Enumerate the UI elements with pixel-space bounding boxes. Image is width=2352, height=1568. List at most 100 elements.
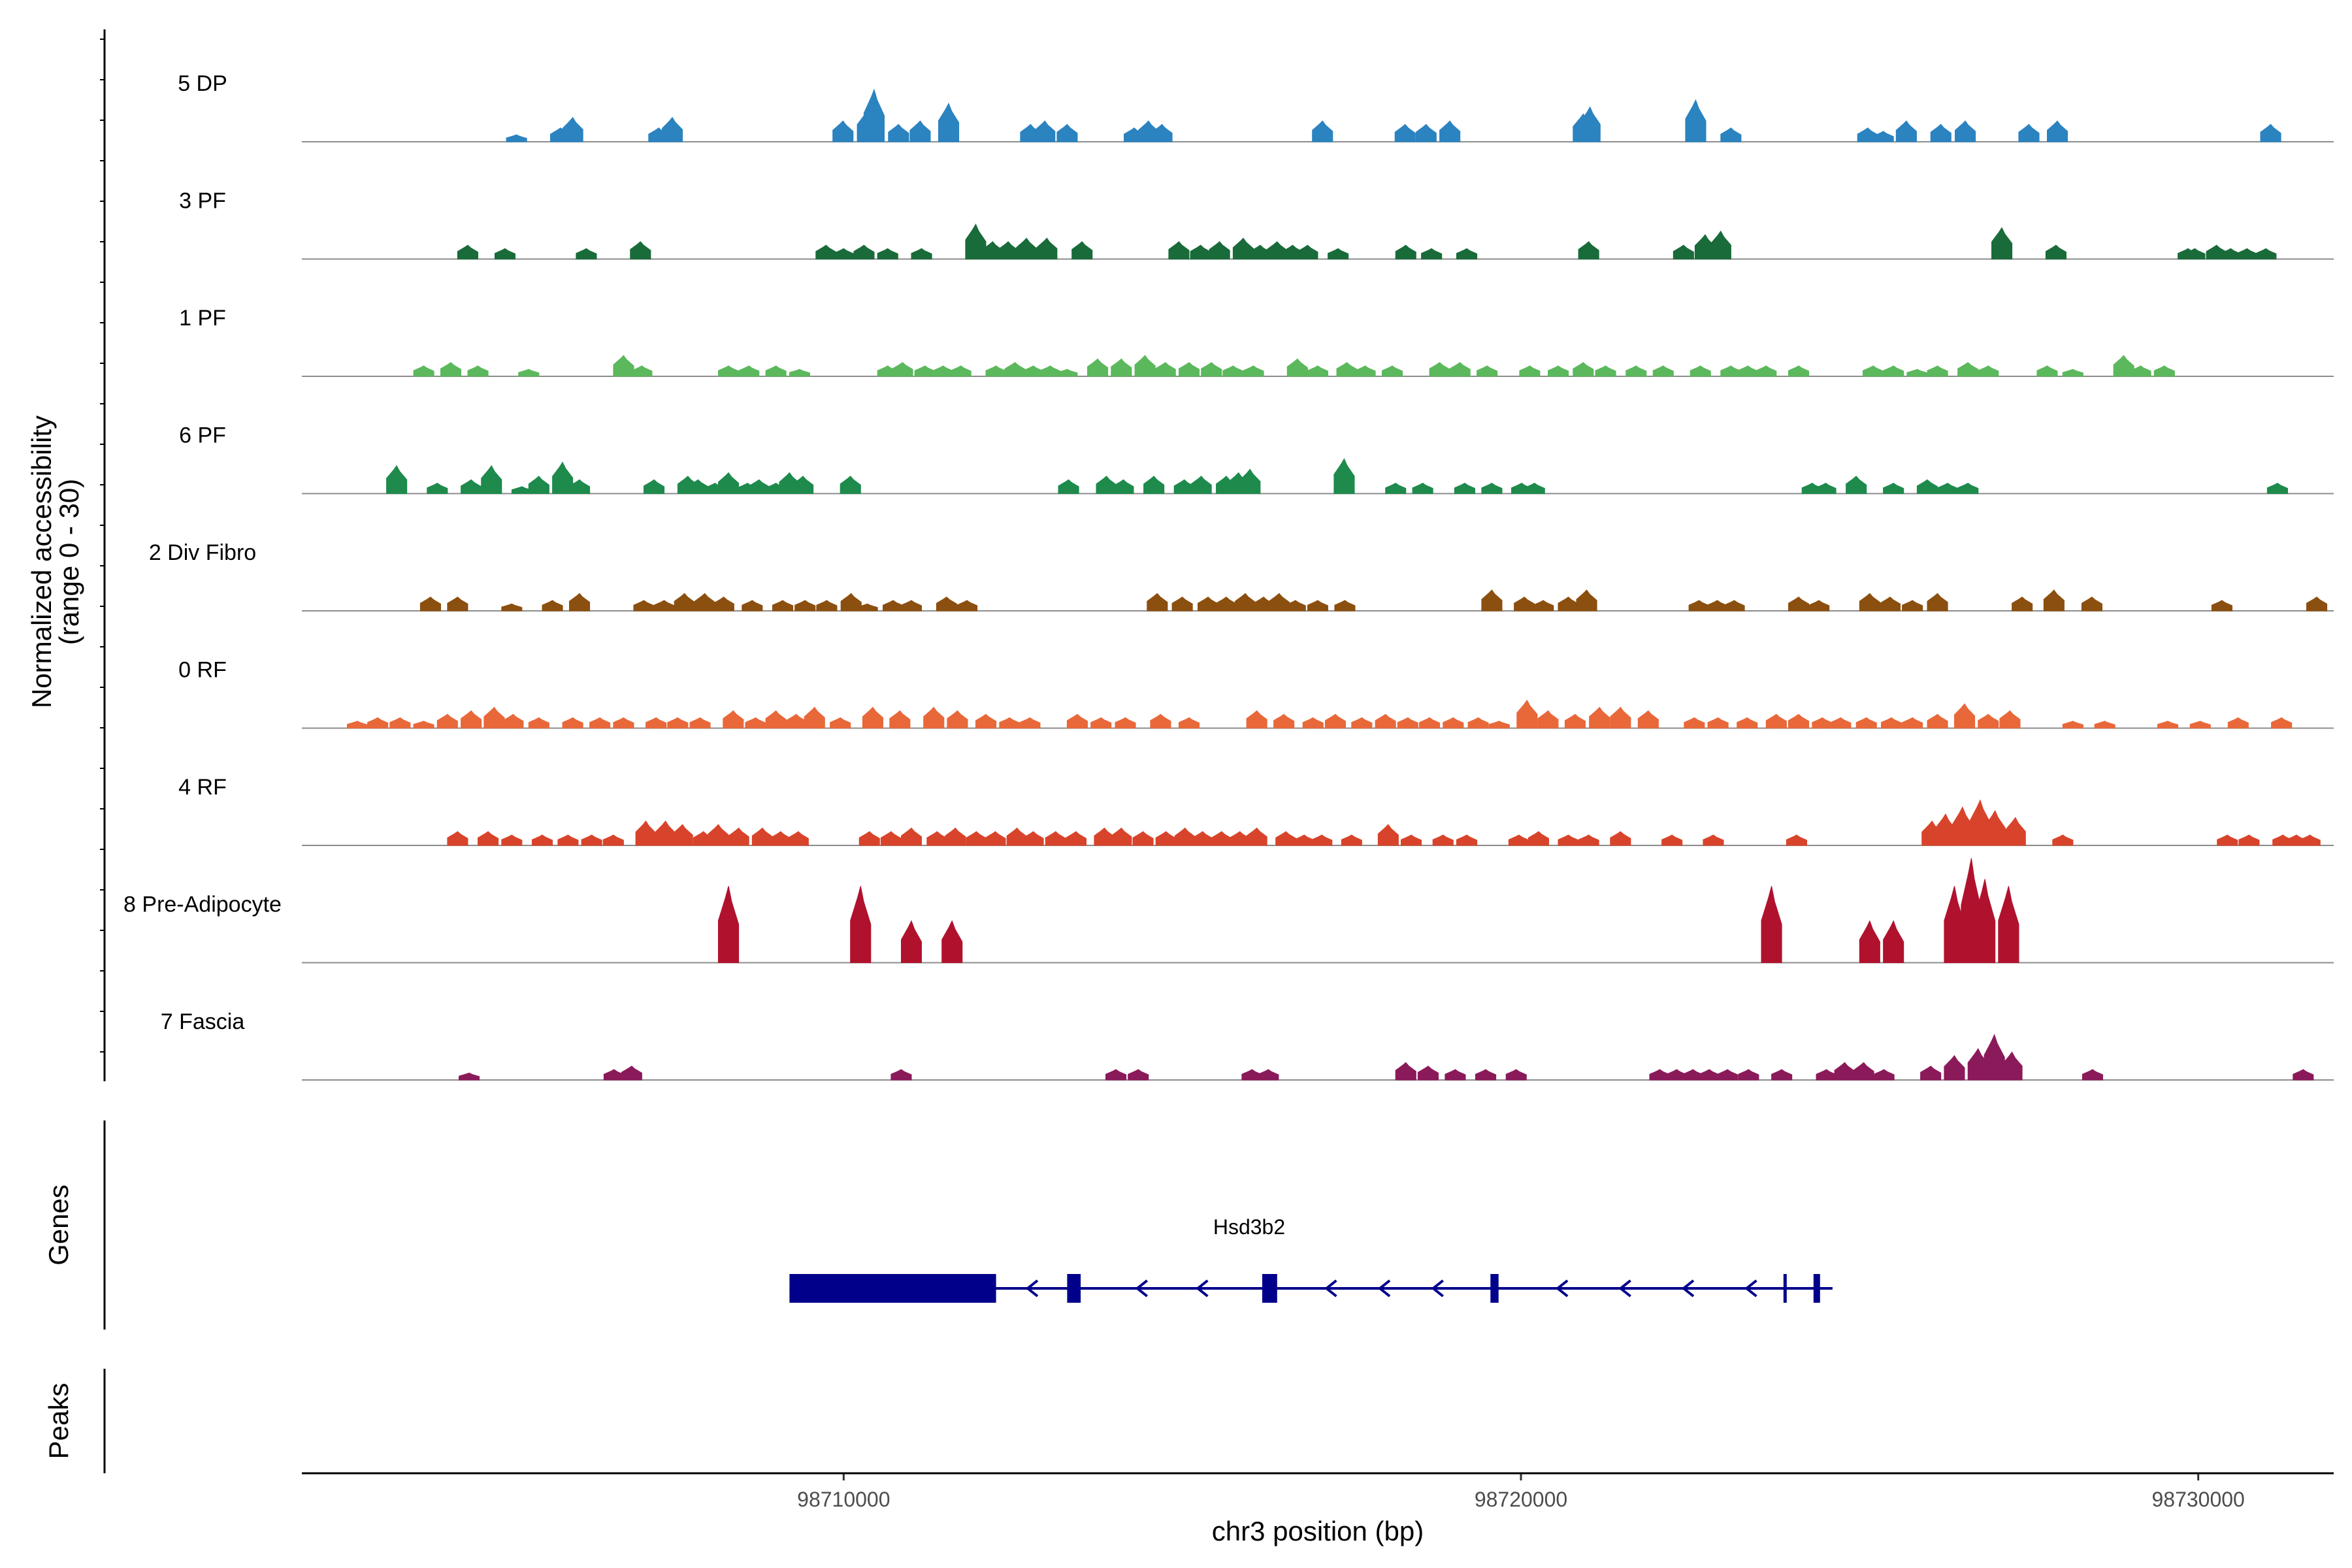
peak-7-fascia-0 (459, 1072, 480, 1081)
peak-6-pf-29 (1385, 482, 1407, 494)
peak-3-pf-15 (1168, 241, 1190, 259)
peak-6-pf-5 (528, 476, 549, 494)
peak-0-rf-12 (645, 717, 667, 728)
peak-0-rf-19 (804, 706, 825, 728)
peak-7-fascia-22 (1853, 1062, 1874, 1081)
peak-2-div-fibro-29 (1334, 600, 1356, 612)
peak-2-div-fibro-34 (1576, 589, 1597, 612)
peak-7-fascia-17 (1717, 1069, 1739, 1081)
peak-3-pf-24 (1395, 244, 1416, 259)
peak-1-pf-42 (1690, 365, 1711, 377)
track-label-5-dp: 5 DP (178, 71, 227, 96)
peak-2-div-fibro-39 (1808, 600, 1830, 612)
peaks-panel-label: Peaks (43, 1383, 74, 1460)
peak-0-rf-44 (1516, 699, 1538, 728)
peak-5-dp-20 (1439, 120, 1461, 142)
peak-5-dp-2 (562, 116, 583, 142)
x-tick-label: 98710000 (797, 1488, 890, 1511)
peak-5-dp-10 (938, 103, 960, 142)
x-tick-label: 98730000 (2151, 1488, 2244, 1511)
peak-1-pf-14 (950, 365, 972, 377)
peak-3-pf-27 (1578, 241, 1599, 259)
peak-4-rf-56 (1984, 809, 2006, 846)
peak-3-pf-34 (2184, 248, 2206, 259)
peak-0-rf-51 (1707, 717, 1729, 728)
peak-1-pf-26 (1222, 365, 1244, 377)
peak-0-rf-24 (947, 710, 968, 728)
peak-8-pre-adipocyte-5 (1859, 920, 1880, 963)
peak-4-rf-39 (1341, 834, 1362, 846)
peak-3-pf-4 (815, 244, 837, 259)
peak-1-pf-36 (1519, 365, 1541, 377)
peak-0-rf-36 (1324, 713, 1346, 728)
peak-1-pf-6 (718, 365, 740, 377)
peak-3-pf-7 (877, 248, 898, 259)
peak-4-rf-50 (1703, 834, 1724, 846)
peak-0-rf-27 (1019, 717, 1041, 728)
peak-4-rf-59 (2217, 834, 2238, 846)
peak-0-rf-7 (502, 713, 524, 728)
peak-0-rf-66 (2157, 721, 2179, 728)
peak-1-pf-29 (1307, 365, 1328, 377)
peak-2-div-fibro-3 (542, 600, 563, 612)
peak-2-div-fibro-46 (2081, 596, 2102, 612)
peak-6-pf-22 (1143, 476, 1165, 494)
peak-4-rf-22 (985, 831, 1006, 846)
peak-8-pre-adipocyte-0 (718, 886, 740, 963)
peak-6-pf-41 (1957, 482, 1979, 494)
peak-2-div-fibro-10 (742, 600, 763, 612)
peak-5-dp-16 (1151, 123, 1173, 142)
peak-2-div-fibro-31 (1514, 596, 1535, 612)
peak-0-rf-1 (367, 717, 389, 728)
peak-4-rf-40 (1377, 824, 1399, 846)
peak-0-rf-21 (862, 706, 883, 728)
peak-1-pf-54 (2062, 368, 2083, 377)
peak-2-div-fibro-38 (1788, 596, 1810, 612)
peak-1-pf-22 (1134, 355, 1156, 377)
track-label-0-rf: 0 RF (178, 658, 227, 683)
peak-8-pre-adipocyte-6 (1883, 920, 1904, 963)
peak-3-pf-28 (1673, 244, 1694, 259)
peak-6-pf-38 (1883, 482, 1904, 494)
peak-4-rf-18 (901, 827, 922, 846)
peak-1-pf-41 (1652, 365, 1674, 377)
peak-7-fascia-4 (1105, 1069, 1127, 1081)
peak-4-rf-3 (532, 834, 553, 846)
peak-7-fascia-5 (1128, 1069, 1149, 1081)
peak-1-pf-7 (738, 365, 760, 377)
peak-5-dp-12 (1034, 120, 1056, 142)
peak-4-rf-2 (501, 834, 523, 846)
peak-5-dp-19 (1415, 123, 1437, 142)
peak-0-rf-67 (2189, 721, 2211, 728)
peak-0-rf-52 (1737, 717, 1758, 728)
peak-7-fascia-11 (1475, 1069, 1497, 1081)
peak-7-fascia-30 (2293, 1069, 2314, 1081)
gene-annotation (789, 1274, 1833, 1303)
gene-exon-2 (1262, 1274, 1277, 1303)
peak-2-div-fibro-48 (2306, 596, 2328, 612)
track-label-1-pf: 1 PF (179, 306, 226, 331)
peak-2-div-fibro-20 (1147, 593, 1168, 612)
peak-1-pf-35 (1477, 365, 1498, 377)
peak-7-fascia-8 (1395, 1062, 1416, 1081)
peak-0-rf-18 (785, 713, 807, 728)
peak-5-dp-13 (1056, 123, 1078, 142)
peak-1-pf-5 (631, 365, 653, 377)
peak-3-pf-37 (2236, 248, 2258, 259)
peak-6-pf-2 (461, 479, 482, 494)
peak-2-div-fibro-42 (1902, 600, 1923, 612)
peak-5-dp-0 (506, 134, 527, 142)
peak-3-pf-14 (1071, 241, 1093, 259)
peak-1-pf-40 (1625, 365, 1647, 377)
peak-5-dp-17 (1312, 120, 1333, 142)
peak-6-pf-36 (1815, 482, 1837, 494)
peak-2-div-fibro-30 (1481, 589, 1503, 612)
peak-1-pf-39 (1595, 365, 1616, 377)
peak-4-rf-26 (1065, 831, 1086, 846)
peak-1-pf-21 (1111, 358, 1132, 377)
peak-1-pf-16 (1004, 362, 1026, 377)
peak-4-rf-20 (945, 827, 966, 846)
peak-5-dp-31 (2047, 120, 2068, 142)
peak-2-div-fibro-0 (419, 596, 441, 612)
